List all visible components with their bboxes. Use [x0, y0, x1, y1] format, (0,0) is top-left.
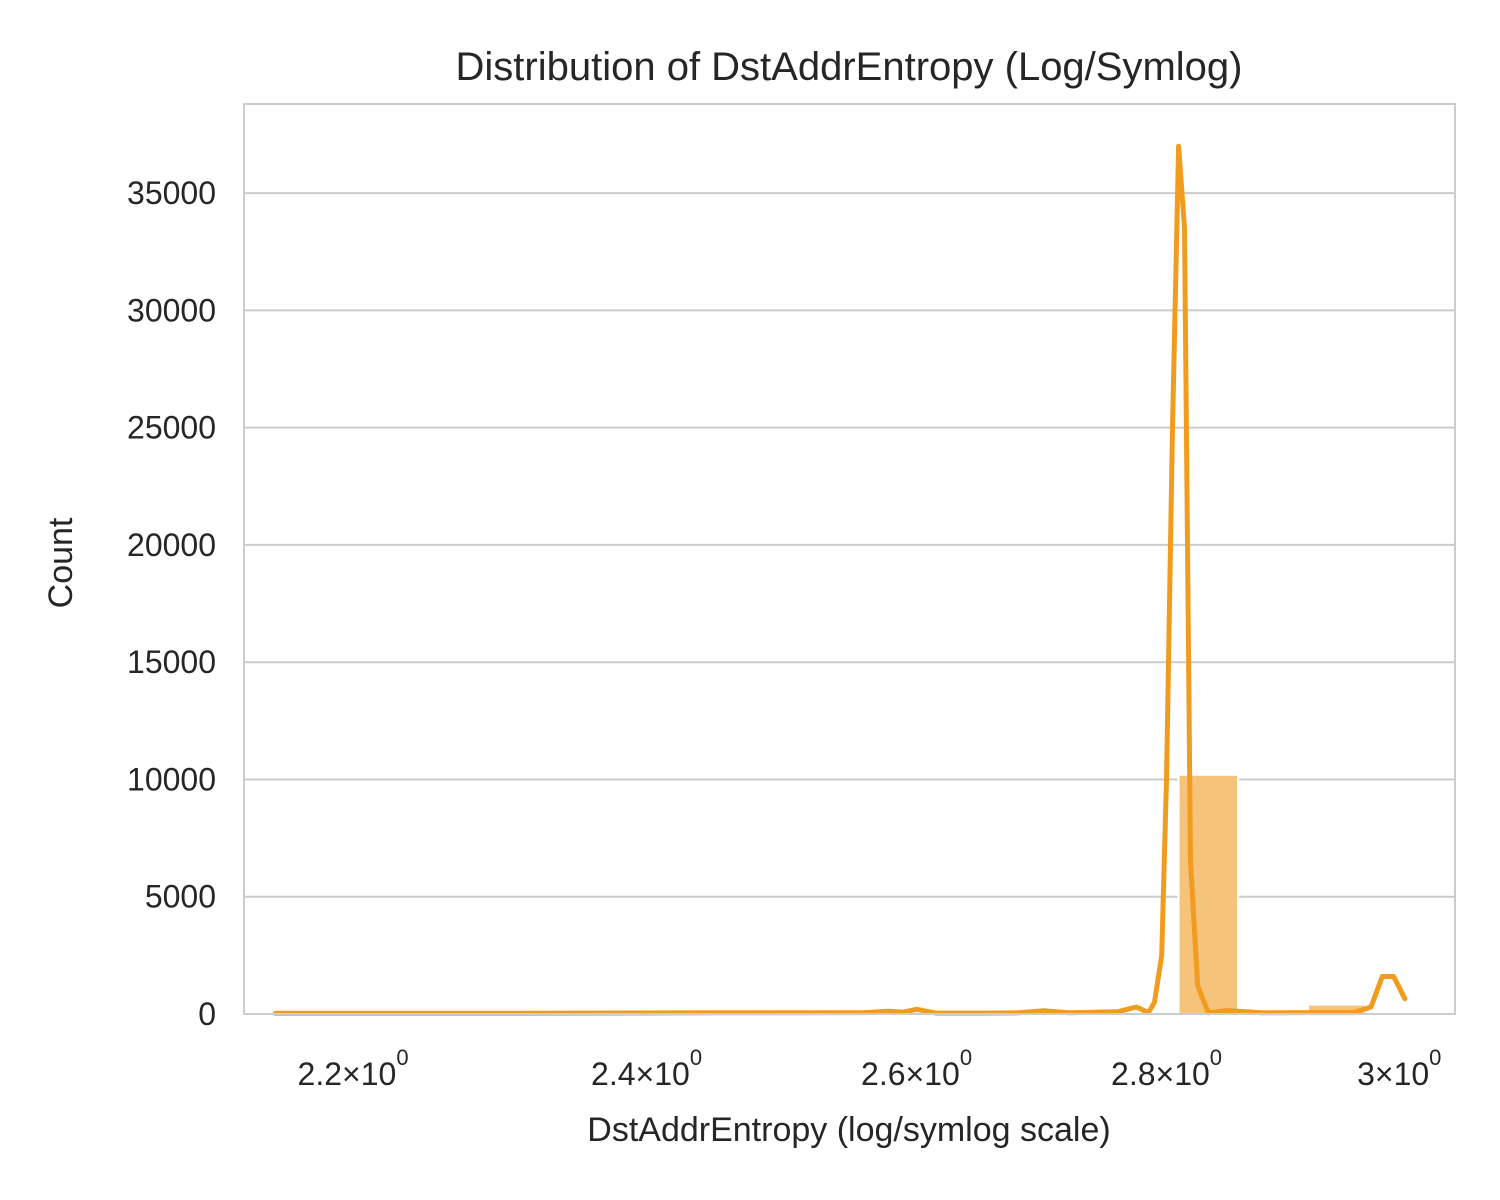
x-tick-mantissa: 2.8 [1111, 1056, 1155, 1092]
x-tick-mantissa: 2.4 [591, 1056, 635, 1092]
x-tick-base: 10 [654, 1056, 690, 1092]
svg-text:2.8×100: 2.8×100 [1111, 1045, 1222, 1092]
x-tick-exponent: 0 [690, 1045, 702, 1070]
kde-curve [273, 143, 1408, 1016]
x-tick-exponent: 0 [960, 1045, 972, 1070]
y-axis-ticks: 0 5000 10000 15000 20000 25000 30000 35000 [127, 175, 216, 1032]
x-tick-base: 10 [361, 1056, 397, 1092]
svg-text:3×100: 3×100 [1357, 1045, 1441, 1092]
x-tick-exponent: 0 [1210, 1045, 1222, 1070]
y-tick-label: 35000 [127, 175, 216, 211]
histogram-bars [274, 773, 1367, 1016]
y-tick-label: 20000 [127, 527, 216, 563]
plot-frame [243, 103, 1456, 1015]
x-tick-times: × [906, 1056, 925, 1092]
x-tick-mantissa: 2.6 [861, 1056, 905, 1092]
x-tick-label: 2.4×100 [591, 1045, 702, 1092]
x-tick-exponent: 0 [396, 1045, 408, 1070]
x-tick-exponent: 0 [1429, 1045, 1441, 1070]
x-tick-base: 10 [924, 1056, 960, 1092]
y-tick-label: 5000 [145, 879, 216, 915]
x-tick-label: 2.6×100 [861, 1045, 972, 1092]
x-tick-label: 2.8×100 [1111, 1045, 1222, 1092]
grid-lines [244, 192, 1455, 898]
histogram-bar [1177, 773, 1240, 1015]
svg-text:2.2×100: 2.2×100 [298, 1045, 409, 1092]
y-tick-label: 30000 [127, 292, 216, 328]
x-tick-label: 2.2×100 [298, 1045, 409, 1092]
y-tick-label: 10000 [127, 761, 216, 797]
kde-curve-layer [273, 143, 1408, 1016]
x-axis-ticks: 2.2×100 2.4×100 2.6×100 2.8×100 3×100 [298, 1045, 1442, 1092]
y-tick-label: 15000 [127, 644, 216, 680]
x-tick-mantissa: 2.2 [298, 1056, 342, 1092]
y-tick-label: 0 [198, 996, 216, 1032]
x-tick-base: 10 [1394, 1056, 1430, 1092]
x-tick-label: 3×100 [1357, 1045, 1441, 1092]
svg-text:2.4×100: 2.4×100 [591, 1045, 702, 1092]
y-tick-label: 25000 [127, 410, 216, 446]
y-axis-label: Count [42, 517, 80, 608]
x-tick-times: × [636, 1056, 655, 1092]
x-tick-base: 10 [1174, 1056, 1210, 1092]
chart-title: Distribution of DstAddrEntropy (Log/Syml… [456, 45, 1243, 89]
x-axis-label: DstAddrEntropy (log/symlog scale) [587, 1111, 1110, 1149]
x-tick-times: × [342, 1056, 361, 1092]
svg-text:2.6×100: 2.6×100 [861, 1045, 972, 1092]
x-tick-times: × [1375, 1056, 1394, 1092]
x-tick-times: × [1156, 1056, 1175, 1092]
x-tick-mantissa: 3 [1357, 1056, 1375, 1092]
